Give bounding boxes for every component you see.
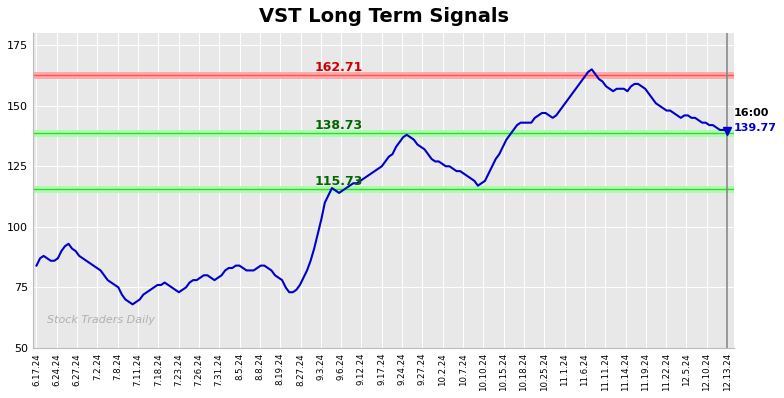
Title: VST Long Term Signals: VST Long Term Signals <box>259 7 509 26</box>
Text: Stock Traders Daily: Stock Traders Daily <box>47 315 155 325</box>
Text: 162.71: 162.71 <box>314 61 362 74</box>
Text: 138.73: 138.73 <box>314 119 362 133</box>
Text: 115.73: 115.73 <box>314 175 362 188</box>
Text: 16:00: 16:00 <box>734 108 769 118</box>
Text: 139.77: 139.77 <box>734 123 777 133</box>
